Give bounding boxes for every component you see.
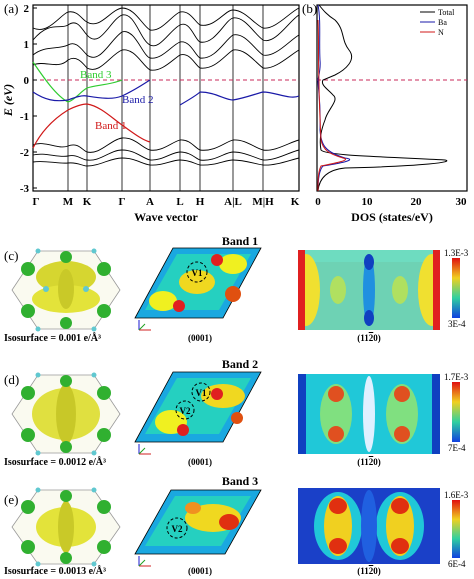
plane-text: 0) bbox=[373, 566, 381, 576]
plane-label-0001-band2: (0001) bbox=[188, 457, 212, 467]
plane-text-bar: 2 bbox=[368, 566, 374, 576]
plane-label-1120-band3: (1120) bbox=[348, 566, 390, 576]
plane-text: 0) bbox=[373, 457, 381, 467]
colorbar-min-band2: 7E-4 bbox=[448, 443, 466, 453]
kpoint-label: Γ bbox=[33, 196, 40, 208]
plane-text-bar: 2 bbox=[368, 457, 374, 467]
legend-ba: Ba bbox=[438, 18, 447, 27]
contour-1120-band2 bbox=[298, 374, 440, 454]
plane-text-bar: 2 bbox=[368, 333, 374, 343]
kpoint-label: M bbox=[63, 196, 74, 208]
kpoint-label: M|H bbox=[252, 196, 274, 208]
panel-label-b: (b) bbox=[302, 1, 318, 16]
colorbar-band2 bbox=[452, 382, 460, 442]
plane-text: 0) bbox=[373, 333, 381, 343]
plane-text: (11 bbox=[357, 457, 369, 467]
dos-xtick: 30 bbox=[456, 196, 468, 208]
plane-label-0001-band3: (0001) bbox=[188, 566, 212, 576]
kpoint-label: A|L bbox=[224, 196, 242, 208]
band2-annotation: Band 2 bbox=[122, 94, 153, 106]
plane-label-0001-band1: (0001) bbox=[188, 333, 212, 343]
band3-annotation: Band 3 bbox=[80, 69, 112, 81]
plane-label-1120-band2: (1120) bbox=[348, 457, 390, 467]
panel-label-c: (c) bbox=[4, 248, 19, 263]
marker-v2: V2 bbox=[180, 406, 191, 416]
dos-x-axis-label: DOS (states/eV) bbox=[351, 210, 433, 224]
isosurface-image-band3 bbox=[11, 487, 121, 567]
colorbar-max-band3: 1.6E-3 bbox=[444, 490, 469, 500]
ytick-label: 0 bbox=[24, 75, 30, 87]
plane-text: (11 bbox=[357, 566, 369, 576]
kpoint-label: L bbox=[176, 196, 183, 208]
isosurface-label-band3: Isosurface = 0.0013 e/Å³ bbox=[4, 566, 107, 577]
dos-xtick: 10 bbox=[362, 196, 374, 208]
marker-v1: V1 bbox=[192, 268, 203, 278]
dos-xtick: 20 bbox=[411, 196, 423, 208]
kpoint-label: H bbox=[196, 196, 205, 208]
isosurface-label-band2: Isosurface = 0.0012 e/Å³ bbox=[4, 457, 107, 468]
contour-0001-band2: V1 V2 bbox=[134, 371, 262, 455]
band1-annotation: Band 1 bbox=[95, 120, 126, 132]
kpoint-label: K bbox=[83, 196, 92, 208]
row-title-band1: Band 1 bbox=[221, 234, 259, 248]
kpoint-label: A bbox=[146, 196, 154, 208]
colorbar-band3 bbox=[452, 500, 460, 558]
colorbar-max-band2: 1.7E-3 bbox=[444, 372, 469, 382]
colorbar-min-band3: 6E-4 bbox=[448, 559, 466, 569]
legend-n: N bbox=[438, 28, 444, 37]
plane-label-1120-band1: (1120) bbox=[348, 333, 390, 343]
isosurface-image-band2 bbox=[11, 372, 121, 456]
x-axis-label: Wave vector bbox=[134, 210, 198, 224]
dos-plot: Total Ba N 0 10 20 30 DOS (states/eV) bbox=[315, 4, 468, 224]
contour-1120-band1 bbox=[298, 250, 440, 330]
ytick-label: -1 bbox=[20, 111, 29, 123]
y-axis-label: E (eV) bbox=[1, 84, 15, 117]
marker-v2: V2 bbox=[172, 524, 183, 534]
panel-label-a: (a) bbox=[4, 1, 19, 16]
marker-v1: V1 bbox=[196, 388, 207, 398]
ytick-label: -2 bbox=[20, 147, 30, 159]
isosurface-label-band1: Isosurface = 0.001 e/Å³ bbox=[4, 333, 102, 344]
plane-text: (11 bbox=[357, 333, 369, 343]
colorbar-band1 bbox=[452, 258, 460, 318]
contour-0001-band1: V1 bbox=[134, 247, 262, 331]
kpoint-label: K bbox=[291, 196, 300, 208]
band-structure-plot: 2 1 0 -1 -2 -3 E (eV) Γ M K Γ A L H A|L … bbox=[1, 3, 300, 224]
isosurface-image-band1 bbox=[11, 248, 121, 332]
panel-label-e: (e) bbox=[4, 492, 19, 507]
dos-xtick: 0 bbox=[315, 196, 321, 208]
row-title-band2: Band 2 bbox=[221, 357, 259, 371]
legend-total: Total bbox=[438, 8, 455, 17]
kpoint-label: Γ bbox=[119, 196, 126, 208]
panel-label-d: (d) bbox=[4, 372, 20, 387]
colorbar-max-band1: 1.3E-3 bbox=[444, 248, 469, 258]
ytick-label: 1 bbox=[24, 39, 30, 51]
colorbar-min-band1: 3E-4 bbox=[448, 319, 466, 329]
ytick-label: -3 bbox=[20, 183, 30, 195]
contour-0001-band3: V2 bbox=[134, 489, 262, 567]
row-title-band3: Band 3 bbox=[221, 474, 259, 488]
ytick-label: 2 bbox=[24, 3, 30, 15]
contour-1120-band3 bbox=[298, 488, 440, 564]
